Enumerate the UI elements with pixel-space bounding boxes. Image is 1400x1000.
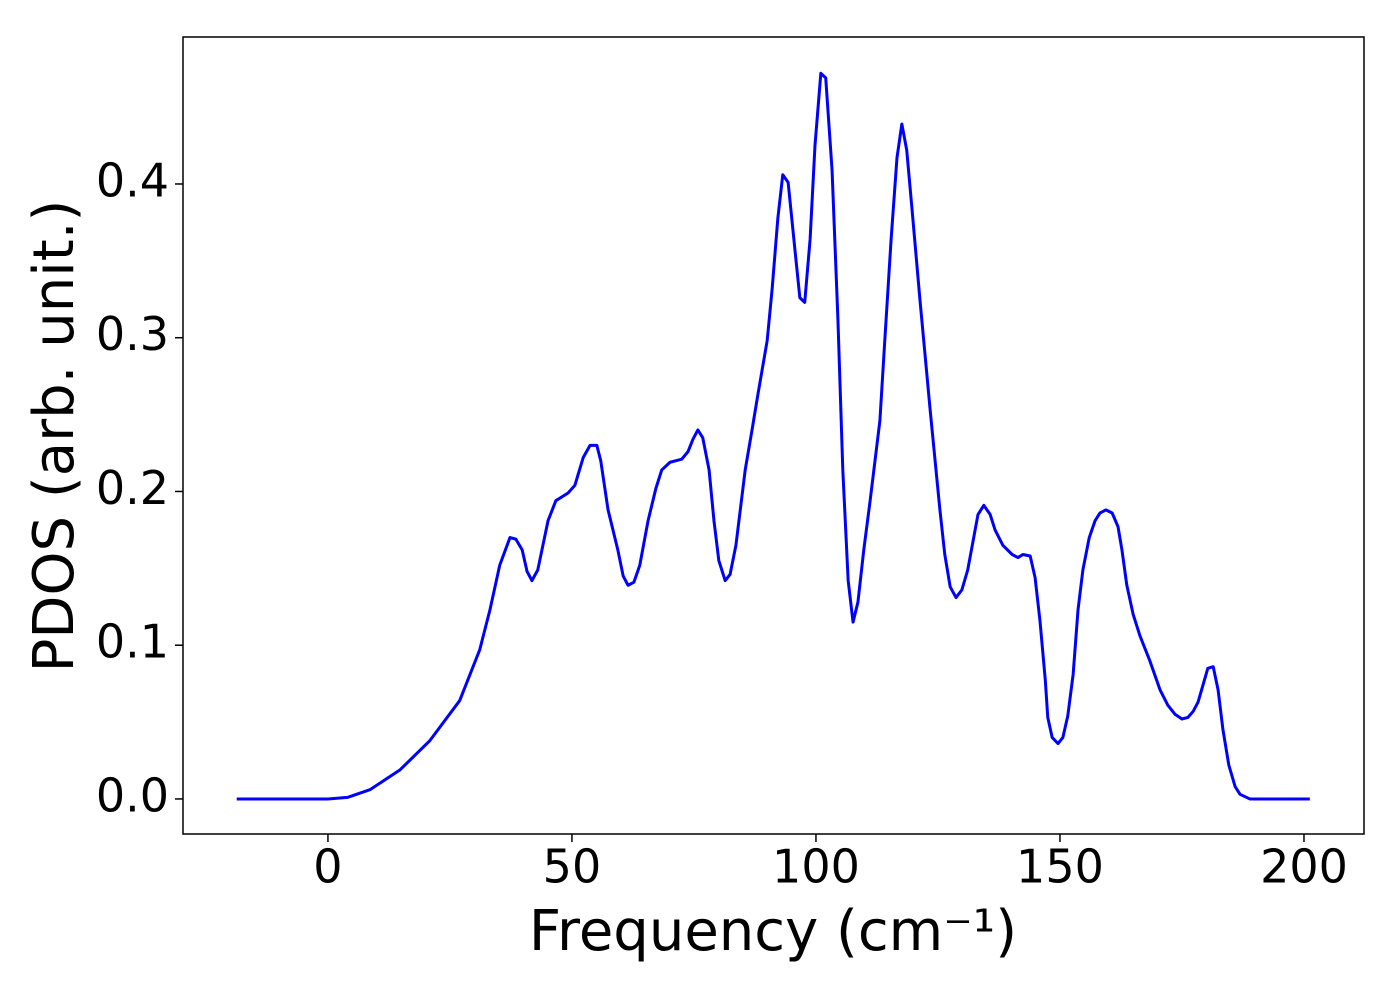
x-tick-label: 200 [1260,840,1348,894]
y-axis-label: PDOS (arb. unit.) [22,200,87,673]
y-tick-label: 0.4 [96,153,169,207]
y-tick-label: 0.1 [96,615,169,669]
x-tick-label: 50 [543,840,602,894]
x-axis-label: Frequency (cm⁻¹) [529,899,1017,964]
y-tick-label: 0.0 [96,768,169,822]
y-tick-label: 0.3 [96,307,169,361]
y-tick-label: 0.2 [96,461,169,515]
x-tick-label: 150 [1016,840,1104,894]
data-line [236,71,1310,801]
x-tick-label: 0 [313,840,342,894]
plot-frame [182,36,1365,835]
x-tick-label: 100 [772,840,860,894]
